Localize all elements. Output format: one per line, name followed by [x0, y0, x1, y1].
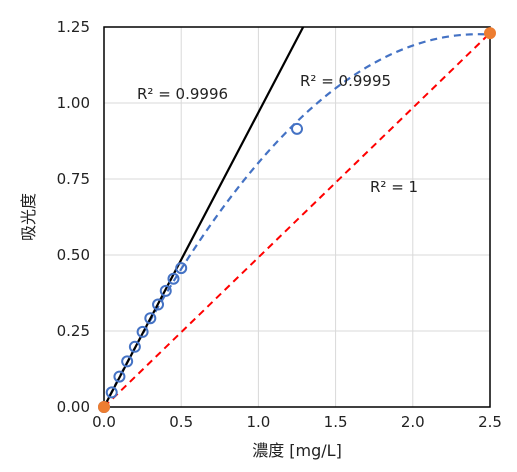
plot-area-frame [103, 26, 491, 408]
data-point-open [136, 325, 149, 338]
x-tick-label: 1.0 [246, 413, 270, 431]
y-tick-label: 0.25 [57, 322, 90, 340]
data-point-open [159, 284, 172, 297]
x-tick-label: 0.0 [92, 413, 116, 431]
y-axis-title: 吸光度 [19, 193, 38, 241]
data-points [98, 27, 496, 413]
grid-lines [104, 27, 490, 407]
annotations: R² = 0.9996 R² = 0.9995 R² = 1 [137, 72, 418, 196]
data-point-open [113, 370, 126, 383]
trendline-blue-polynomial [103, 33, 491, 408]
y-tick-label: 0.50 [57, 246, 90, 264]
data-point-filled [484, 27, 496, 40]
y-tick-label: 0.00 [57, 398, 90, 416]
r2-label-blue: R² = 0.9995 [300, 72, 391, 90]
trendline-red-linear [103, 32, 491, 408]
data-point-open [105, 386, 118, 399]
data-point-open [167, 272, 180, 285]
data-point-open [175, 262, 188, 275]
tick-labels: 0.0 0.5 1.0 1.5 2.0 2.5 0.00 0.25 0.50 0.75 1.00 1.… [57, 18, 502, 431]
data-point-open [121, 355, 134, 368]
trendline-black-linear [103, 26, 305, 408]
x-tick-label: 0.5 [169, 413, 193, 431]
r2-label-black: R² = 0.9996 [137, 85, 228, 103]
data-point-filled [98, 401, 110, 413]
y-tick-label: 1.25 [57, 18, 90, 36]
x-axis-title: 濃度 [mg/L] [252, 441, 342, 460]
x-tick-label: 1.5 [324, 413, 348, 431]
x-tick-label: 2.5 [478, 413, 502, 431]
y-tick-label: 1.00 [57, 94, 90, 112]
x-tick-label: 2.0 [401, 413, 425, 431]
trendlines [103, 26, 491, 408]
r2-label-red: R² = 1 [370, 178, 418, 196]
data-point-open [152, 298, 165, 311]
data-point-open [144, 312, 157, 325]
y-tick-label: 0.75 [57, 170, 90, 188]
data-point-open [291, 122, 303, 135]
data-point-open [128, 340, 141, 353]
